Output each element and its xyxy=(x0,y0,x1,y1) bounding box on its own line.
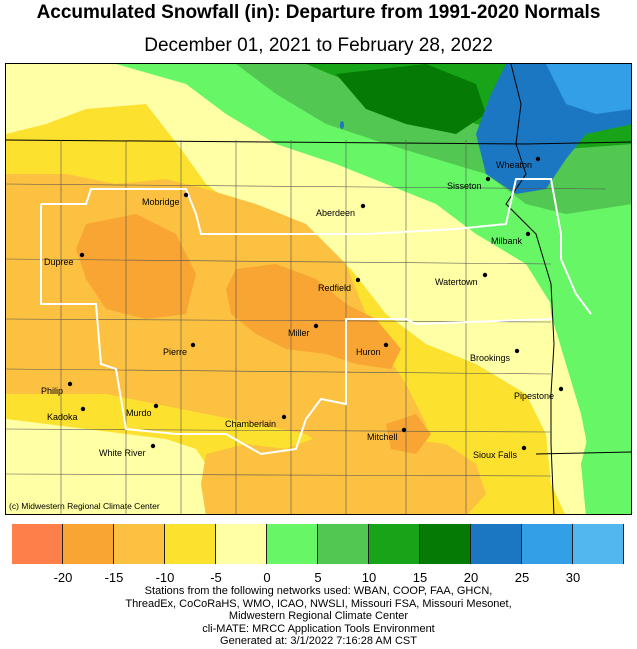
legend-swatch-10 xyxy=(522,524,573,564)
city-dot-sisseton xyxy=(485,176,491,182)
city-label-wheaton: Wheaton xyxy=(496,160,532,170)
city-dot-huron xyxy=(383,342,389,348)
legend-tick-8: 20 xyxy=(463,570,479,585)
legend-swatch-7 xyxy=(369,524,420,564)
map-title: Accumulated Snowfall (in): Departure fro… xyxy=(36,2,601,23)
legend-swatch-8 xyxy=(420,524,471,564)
legend-swatch-1 xyxy=(63,524,114,564)
city-label-miller: Miller xyxy=(288,328,310,338)
legend-swatch-11 xyxy=(573,524,624,564)
city-dot-aberdeen xyxy=(360,203,366,209)
copyright-text: (c) Midwestern Regional Climate Center xyxy=(9,501,160,511)
zone-blue-light xyxy=(546,64,631,114)
legend-swatch-9 xyxy=(471,524,522,564)
city-dot-wheaton xyxy=(535,156,541,162)
legend-tick-10: 30 xyxy=(565,570,581,585)
city-label-pipestone: Pipestone xyxy=(514,391,554,401)
footer-line-4: cli-MATE: MRCC Application Tools Environ… xyxy=(202,622,435,635)
legend-tick-5: 5 xyxy=(314,570,322,585)
city-label-sisseton: Sisseton xyxy=(447,181,482,191)
cwa-boundary-south xyxy=(40,204,552,456)
city-label-huron: Huron xyxy=(356,347,381,357)
city-dot-dupree xyxy=(79,252,85,258)
city-markers: Sisseton Wheaton Mobridge Aberdeen Milba… xyxy=(41,156,564,460)
map-canvas: Sisseton Wheaton Mobridge Aberdeen Milba… xyxy=(6,64,631,514)
legend-swatch-0 xyxy=(12,524,63,564)
city-label-redfield: Redfield xyxy=(318,283,351,293)
city-dot-white-river xyxy=(150,443,156,449)
zone-orange-south xyxy=(201,434,486,514)
legend-swatch-2 xyxy=(114,524,165,564)
zone-orange-dark-2 xyxy=(226,264,401,369)
legend-tick-7: 15 xyxy=(412,570,428,585)
map-subtitle: December 01, 2021 to February 28, 2022 xyxy=(144,35,493,56)
city-label-watertown: Watertown xyxy=(435,277,478,287)
city-label-murdo: Murdo xyxy=(126,408,152,418)
legend-swatch-5 xyxy=(267,524,318,564)
legend-tick-labels: -20 -15 -10 -5 0 5 10 15 20 25 30 xyxy=(12,570,624,588)
city-dot-mitchell xyxy=(401,427,407,433)
legend-tick-6: 10 xyxy=(361,570,377,585)
legend-tick-2: -10 xyxy=(155,570,175,585)
zone-orange-dark-1 xyxy=(76,214,196,319)
sd-ia-border xyxy=(535,451,631,455)
city-dot-kadoka xyxy=(80,406,86,412)
city-label-mitchell: Mitchell xyxy=(367,432,398,442)
city-label-sioux-falls: Sioux Falls xyxy=(473,450,518,460)
zone-green-darkest xyxy=(336,64,486,134)
city-label-pierre: Pierre xyxy=(163,347,187,357)
city-label-milbank: Milbank xyxy=(491,236,523,246)
footer-line-5: Generated at: 3/1/2022 7:16:28 AM CST xyxy=(220,635,417,648)
legend-color-bar xyxy=(12,524,624,564)
city-dot-sioux-falls xyxy=(521,445,527,451)
cwa-boundary xyxy=(41,178,592,315)
footer-line-1: Stations from the following networks use… xyxy=(144,585,493,597)
city-dot-philip xyxy=(67,381,73,387)
legend-tick-4: 0 xyxy=(263,570,271,585)
legend-tick-0: -20 xyxy=(53,570,73,585)
legend-tick-3: -5 xyxy=(210,570,222,585)
city-dot-pipestone xyxy=(558,386,564,392)
legend-swatch-3 xyxy=(165,524,216,564)
city-label-philip: Philip xyxy=(41,386,63,396)
city-label-kadoka: Kadoka xyxy=(47,412,78,422)
city-dot-watertown xyxy=(482,272,488,278)
nd-sd-border xyxy=(6,139,631,145)
snowfall-departure-map: Sisseton Wheaton Mobridge Aberdeen Milba… xyxy=(5,63,632,515)
zone-green-lower-east xyxy=(546,234,631,514)
lake xyxy=(340,121,344,129)
city-dot-murdo xyxy=(153,403,159,409)
legend-swatch-4 xyxy=(216,524,267,564)
footer-notes: Stations from the following networks use… xyxy=(0,585,637,648)
footer-line-2: ThreadEx, CoCoRaHS, WMO, ICAO, NWSLI, Mi… xyxy=(125,597,512,610)
city-dot-miller xyxy=(313,323,319,329)
legend-tick-9: 25 xyxy=(514,570,530,585)
city-label-white-river: White River xyxy=(99,448,146,458)
city-dot-brookings xyxy=(514,348,520,354)
city-dot-chamberlain xyxy=(281,414,287,420)
city-label-aberdeen: Aberdeen xyxy=(316,208,355,218)
city-dot-pierre xyxy=(190,342,196,348)
city-dot-redfield xyxy=(355,277,361,283)
city-label-mobridge: Mobridge xyxy=(142,197,180,207)
legend-swatch-6 xyxy=(318,524,369,564)
city-dot-milbank xyxy=(525,231,531,237)
sd-mn-border xyxy=(505,64,555,514)
city-label-dupree: Dupree xyxy=(44,257,74,267)
zone-pale-south xyxy=(6,419,216,514)
county-lines xyxy=(6,140,607,514)
city-label-brookings: Brookings xyxy=(470,353,511,363)
city-dot-mobridge xyxy=(183,192,189,198)
footer-line-3: Midwestern Regional Climate Center xyxy=(228,610,409,623)
zone-orange-dark-3 xyxy=(386,414,431,454)
city-label-chamberlain: Chamberlain xyxy=(225,419,276,429)
legend-tick-1: -15 xyxy=(104,570,124,585)
